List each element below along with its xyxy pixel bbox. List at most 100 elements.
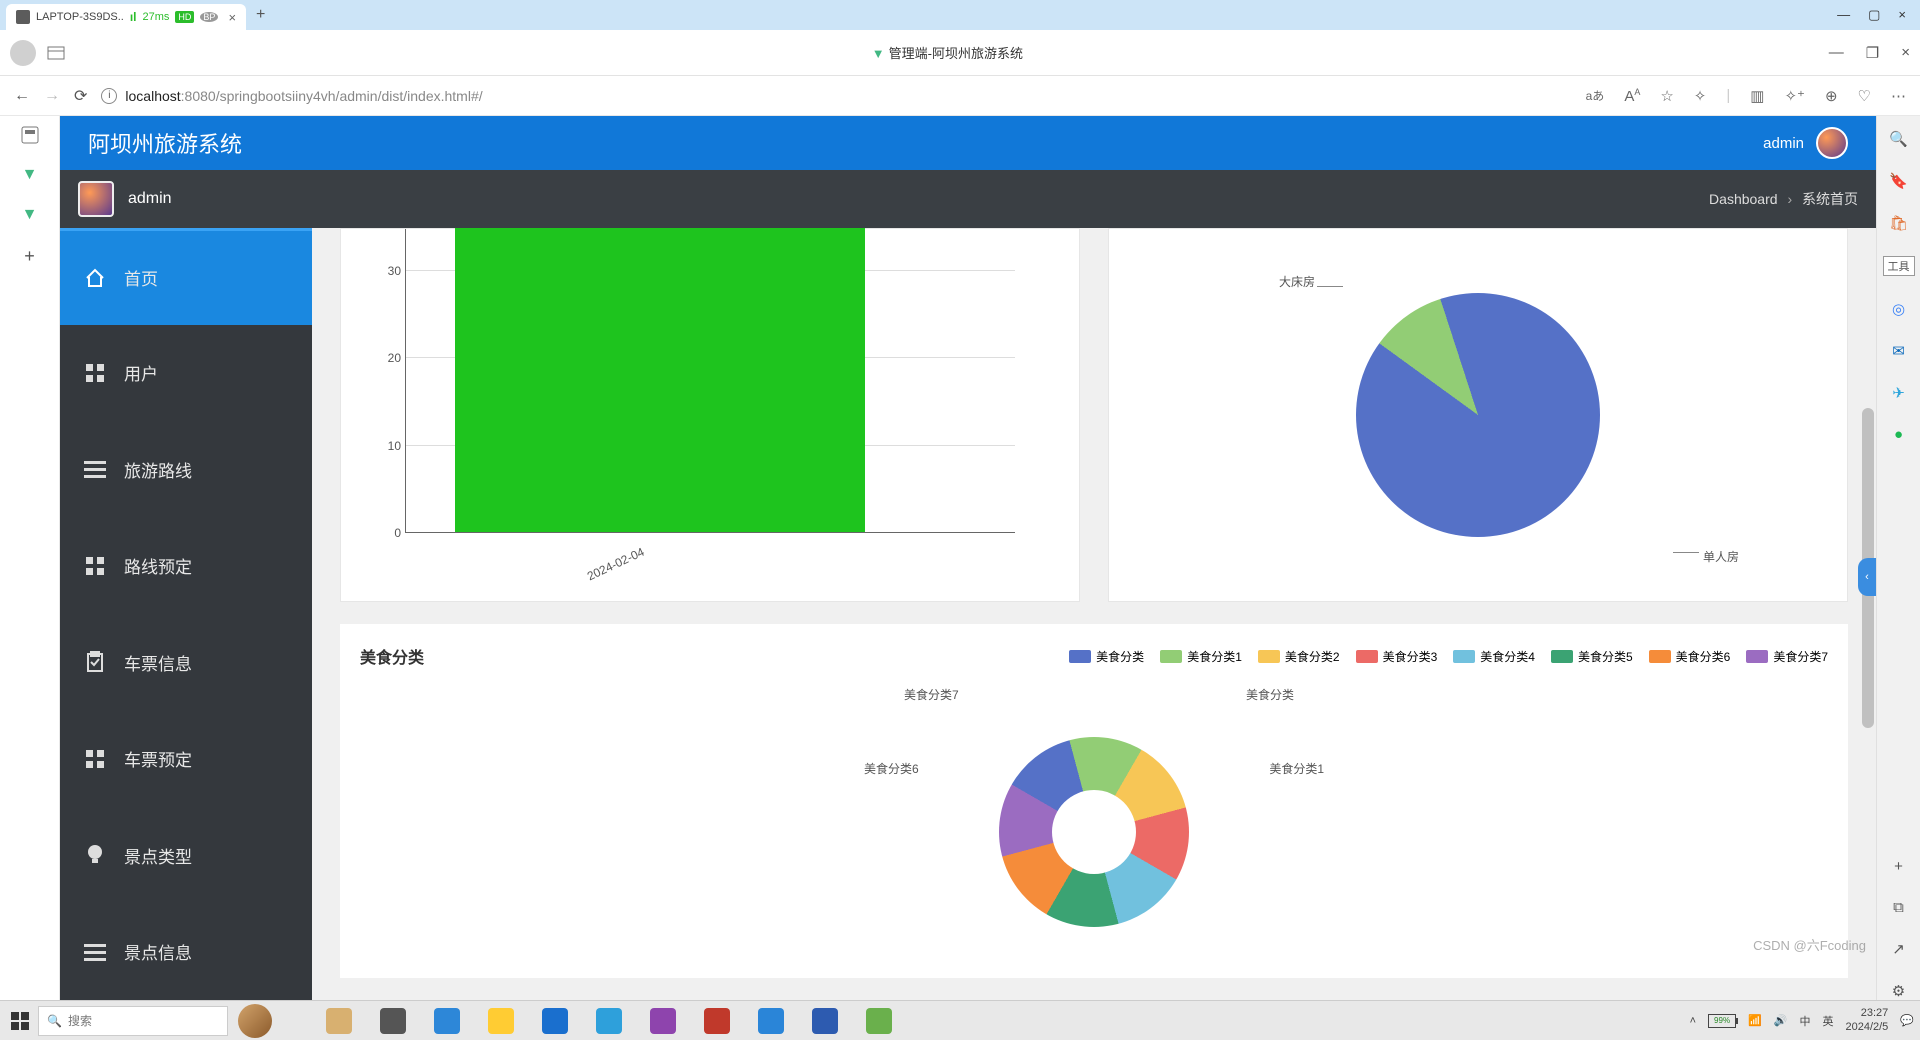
notifications-icon[interactable]: 💬 <box>1900 1014 1914 1027</box>
tab-overview-icon[interactable] <box>21 126 39 144</box>
sidebar-item-label: 首页 <box>124 265 158 290</box>
extension-icon[interactable]: ✧ <box>1694 87 1707 105</box>
legend-item[interactable]: 美食分类4 <box>1453 648 1535 665</box>
grid-icon <box>84 362 106 384</box>
outlook-icon[interactable]: ✉ <box>1892 342 1905 360</box>
sub-avatar <box>78 181 114 217</box>
side-pull-handle[interactable]: ‹ <box>1858 558 1876 596</box>
battery-icon[interactable]: 99% <box>1708 1014 1736 1028</box>
tray-chevron-icon[interactable]: ˄ <box>1690 1015 1696 1027</box>
heart-icon[interactable]: ♡ <box>1858 87 1871 105</box>
screenshot-icon[interactable]: ⧉ <box>1893 899 1904 916</box>
new-tab-button[interactable]: + <box>256 6 265 24</box>
legend-item[interactable]: 美食分类6 <box>1649 648 1731 665</box>
close-icon[interactable]: × <box>1901 44 1910 62</box>
content-scrollbar[interactable] <box>1860 228 1876 1000</box>
taskbar-app-3[interactable] <box>488 1008 514 1034</box>
add-tab-icon[interactable]: + <box>24 246 35 267</box>
windows-taskbar: 🔍 搜索 ˄ 99% 📶 🔊 中 英 23:27 2024/2/5 💬 <box>0 1000 1920 1040</box>
sidebar-item-4[interactable]: 车票信息 <box>60 614 312 711</box>
home-icon <box>84 267 106 289</box>
legend-item[interactable]: 美食分类1 <box>1160 648 1242 665</box>
bulb-icon <box>84 844 106 866</box>
legend-item[interactable]: 美食分类3 <box>1356 648 1438 665</box>
text-size-icon[interactable]: AA <box>1624 87 1640 105</box>
menu-icon[interactable]: ⋯ <box>1891 87 1906 105</box>
taskbar-app-9[interactable] <box>812 1008 838 1034</box>
share-icon[interactable]: ↗ <box>1892 940 1905 958</box>
legend-item[interactable]: 美食分类7 <box>1746 648 1828 665</box>
food-title: 美食分类 <box>360 644 424 668</box>
url-input[interactable]: i localhost:8080/springbootsiiny4vh/admi… <box>101 88 1571 104</box>
taskbar-app-1[interactable] <box>380 1008 406 1034</box>
taskbar-app-0[interactable] <box>326 1008 352 1034</box>
tag-icon[interactable]: 🔖 <box>1889 172 1908 190</box>
volume-icon[interactable]: 🔊 <box>1774 1014 1788 1027</box>
sidebar-item-2[interactable]: 旅游路线 <box>60 421 312 518</box>
vue-icon[interactable]: ▼ <box>22 206 38 224</box>
sub-header: admin Dashboard › 系统首页 <box>60 170 1876 228</box>
app-root: 阿坝州旅游系统 admin admin Dashboard › 系统首页 首页用… <box>60 116 1876 1000</box>
cortana-icon[interactable] <box>238 1004 272 1038</box>
site-info-icon[interactable]: i <box>101 88 117 104</box>
sidebar-item-7[interactable]: 景点信息 <box>60 904 312 1000</box>
taskbar-app-4[interactable] <box>542 1008 568 1034</box>
taskbar-search[interactable]: 🔍 搜索 <box>38 1006 228 1036</box>
breadcrumb-root[interactable]: Dashboard <box>1709 191 1778 207</box>
sidebar-item-5[interactable]: 车票预定 <box>60 711 312 808</box>
legend-item[interactable]: 美食分类 <box>1069 648 1144 665</box>
wifi-icon[interactable]: 📶 <box>1748 1014 1762 1027</box>
profile-icon[interactable] <box>10 40 36 66</box>
window-controls: — ▢ × <box>1837 7 1914 23</box>
spotify-icon[interactable]: ● <box>1894 426 1903 443</box>
ime-en[interactable]: 英 <box>1822 1013 1833 1029</box>
search-icon[interactable]: 🔍 <box>1889 130 1908 148</box>
sidebar-item-label: 车票信息 <box>124 650 192 675</box>
shopping-icon[interactable]: 🛍 <box>1889 214 1908 232</box>
reading-list-icon[interactable]: ▥ <box>1750 87 1764 105</box>
maximize-icon[interactable]: ▢ <box>1868 7 1880 23</box>
minimize-icon[interactable]: — <box>1837 7 1850 23</box>
taskbar-app-2[interactable] <box>434 1008 460 1034</box>
taskbar-app-6[interactable] <box>650 1008 676 1034</box>
list-icon <box>84 941 106 963</box>
header-avatar[interactable] <box>1816 127 1848 159</box>
tools-label[interactable]: 工具 <box>1883 256 1915 276</box>
refresh-icon[interactable]: ⟳ <box>74 86 87 106</box>
downloads-icon[interactable]: ⊕ <box>1825 87 1838 105</box>
favorite-icon[interactable]: ☆ <box>1660 87 1673 105</box>
sidebar-item-3[interactable]: 路线预定 <box>60 518 312 615</box>
workspace-icon[interactable] <box>46 43 66 63</box>
sidebar-item-label: 路线预定 <box>124 553 192 578</box>
ime-ch[interactable]: 中 <box>1799 1013 1810 1029</box>
taskbar-app-5[interactable] <box>596 1008 622 1034</box>
sidebar-item-label: 车票预定 <box>124 746 192 771</box>
telegram-icon[interactable]: ✈ <box>1892 384 1905 402</box>
header-username[interactable]: admin <box>1763 135 1804 152</box>
clock[interactable]: 23:27 2024/2/5 <box>1845 1007 1888 1033</box>
close-window-icon[interactable]: × <box>1898 7 1906 23</box>
sidebar-item-0[interactable]: 首页 <box>60 228 312 325</box>
sidebar-item-1[interactable]: 用户 <box>60 325 312 422</box>
close-icon[interactable]: × <box>228 10 236 25</box>
translate-icon[interactable]: aあ <box>1586 87 1605 104</box>
sidebar-item-6[interactable]: 景点类型 <box>60 807 312 904</box>
collections-icon[interactable]: ✧⁺ <box>1784 87 1805 105</box>
settings-icon[interactable]: ⚙ <box>1892 982 1905 1000</box>
legend-item[interactable]: 美食分类5 <box>1551 648 1633 665</box>
search-icon: 🔍 <box>47 1014 62 1028</box>
legend-item[interactable]: 美食分类2 <box>1258 648 1340 665</box>
vue-icon[interactable]: ▼ <box>22 166 38 184</box>
forward-icon[interactable]: → <box>44 87 60 105</box>
back-icon[interactable]: ← <box>14 87 30 105</box>
taskbar-app-7[interactable] <box>704 1008 730 1034</box>
add-sidebar-icon[interactable]: + <box>1894 858 1903 875</box>
minimize-icon[interactable]: — <box>1829 44 1844 62</box>
browser-tab[interactable]: LAPTOP-3S9DS.. ıl 27ms HD BP × <box>6 4 246 30</box>
start-button[interactable] <box>6 1007 34 1035</box>
copilot-icon[interactable]: ◎ <box>1892 300 1905 318</box>
restore-icon[interactable]: ❐ <box>1866 44 1879 62</box>
taskbar-app-8[interactable] <box>758 1008 784 1034</box>
browser-tab-strip: LAPTOP-3S9DS.. ıl 27ms HD BP × + — ▢ × <box>0 0 1920 30</box>
taskbar-app-10[interactable] <box>866 1008 892 1034</box>
